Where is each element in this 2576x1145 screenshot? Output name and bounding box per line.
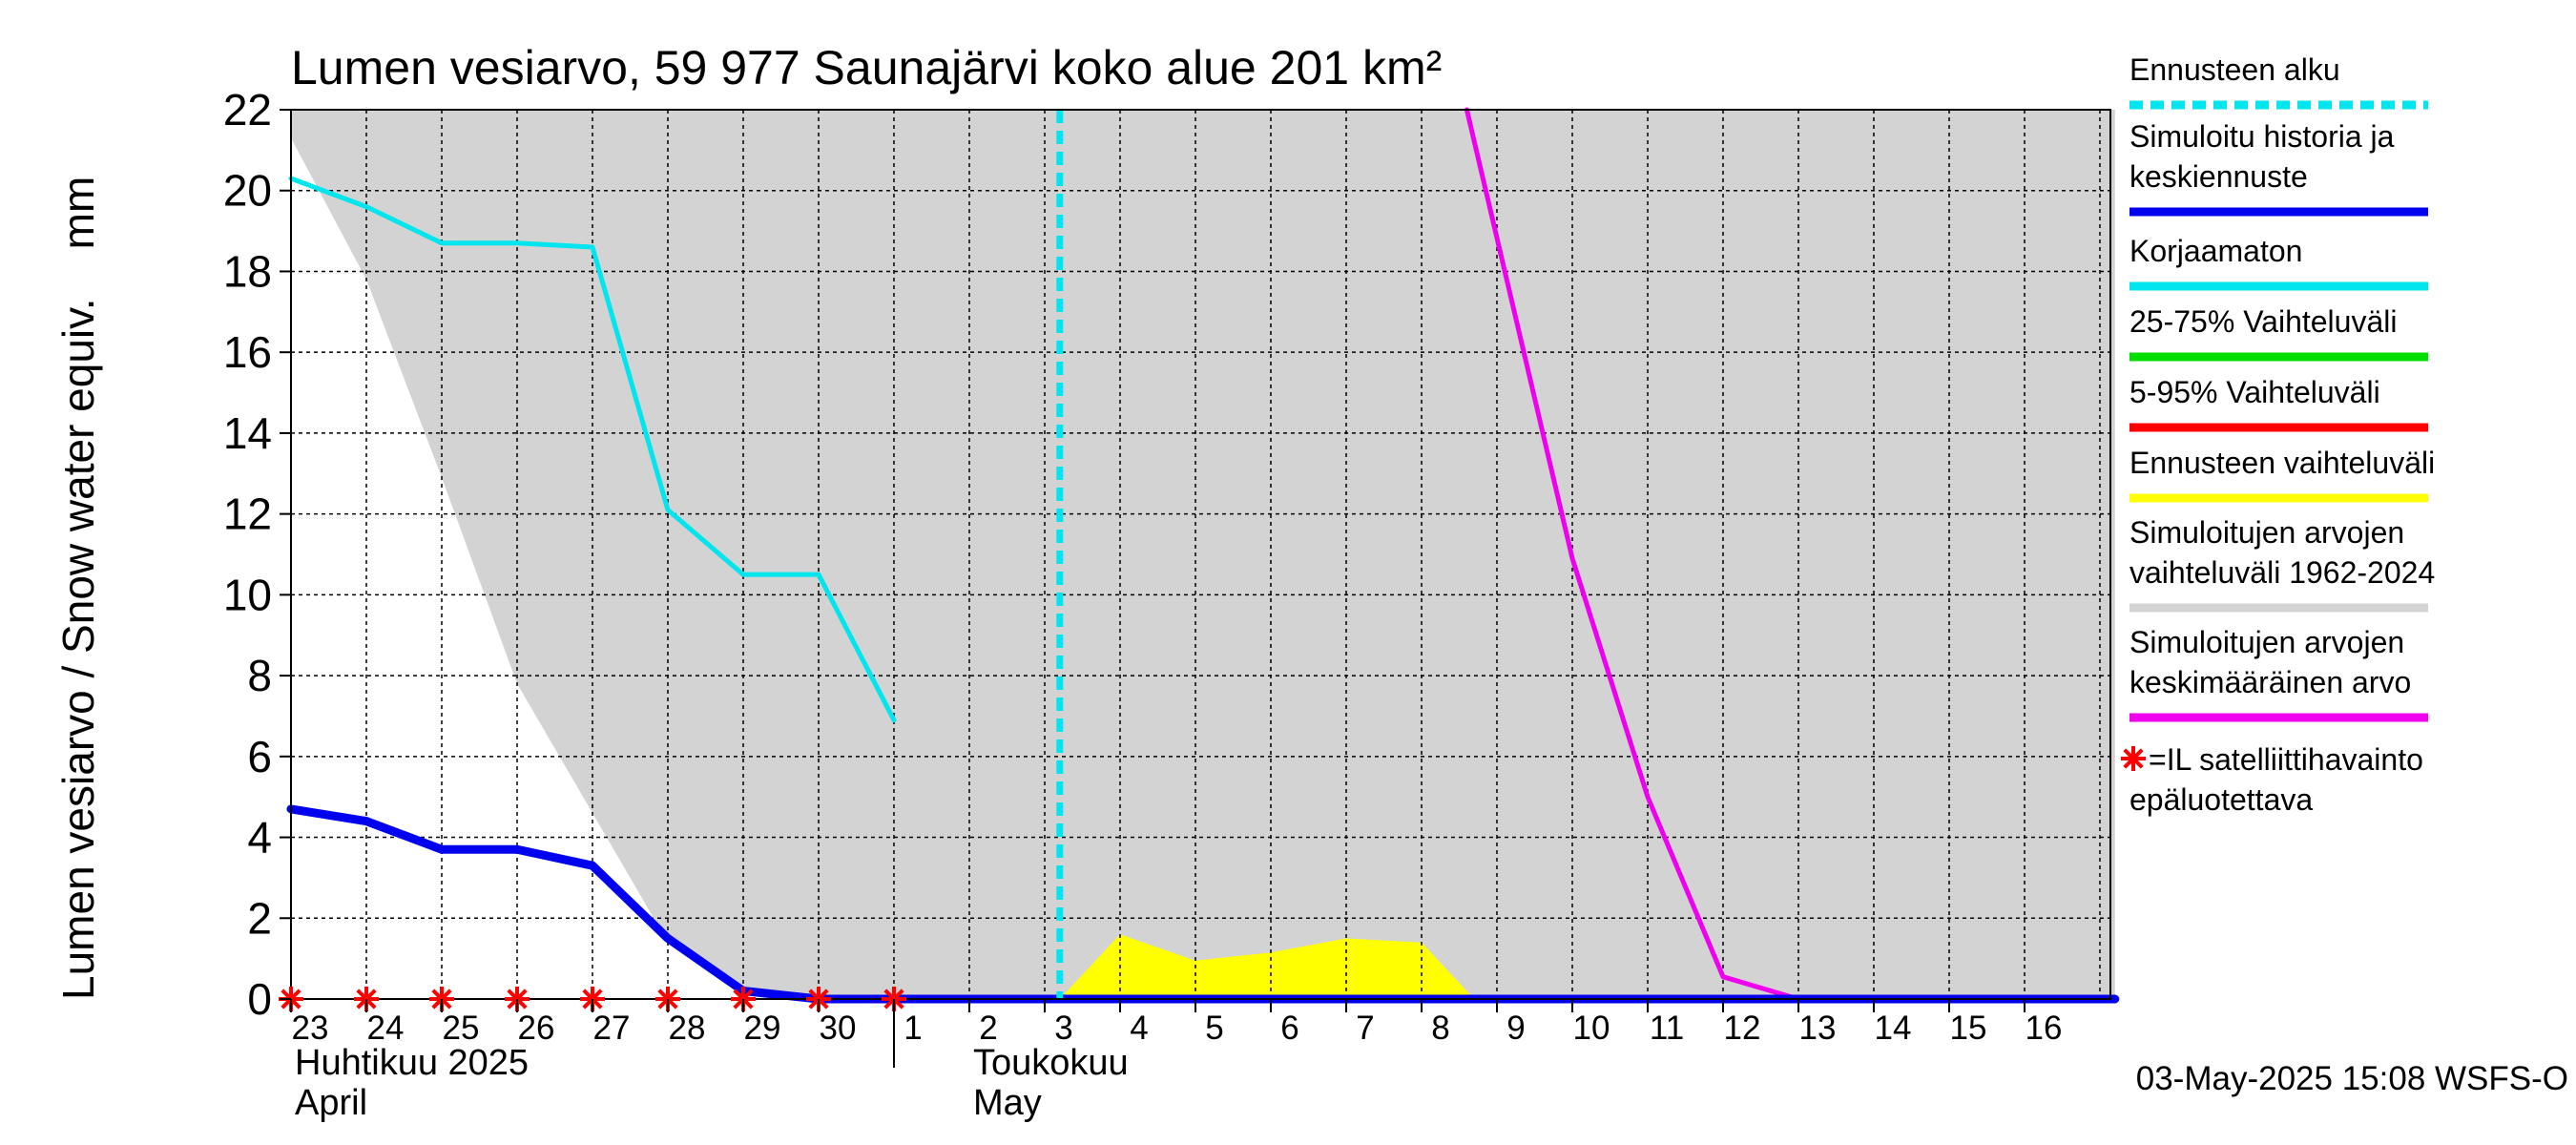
y-tick-label: 20 (223, 166, 272, 216)
y-tick-label: 14 (223, 408, 272, 458)
y-tick-label: 22 (223, 85, 272, 135)
x-tick-label: 8 (1431, 1010, 1449, 1047)
x-tick-label: 13 (1799, 1010, 1837, 1047)
legend-label: Ennusteen alku (2129, 52, 2340, 87)
y-tick-label: 6 (247, 732, 272, 781)
plot-frame (290, 109, 2111, 1000)
x-tick-label: 3 (1054, 1010, 1072, 1047)
x-tick-label: 24 (367, 1010, 405, 1047)
x-tick-label: 25 (443, 1010, 480, 1047)
x-tick-label: 2 (979, 1010, 997, 1047)
y-tick-label: 16 (223, 327, 272, 377)
band-historical-range (291, 110, 2115, 999)
x-tick-label: 7 (1356, 1010, 1374, 1047)
legend-item: Simuloitujen arvojen vaihteluväli 1962-20… (2129, 515, 2435, 613)
legend-item: Simuloitujen arvojen keskimääräinen arvo (2129, 625, 2428, 722)
y-tick-label: 4 (247, 813, 272, 863)
month-label-en: April (295, 1083, 367, 1123)
series-line-uncorrected (288, 176, 897, 723)
legend-item: Korjaamaton (2129, 234, 2428, 291)
timestamp: 03-May-2025 15:08 WSFS-O (2136, 1060, 2568, 1097)
x-tick-label: 11 (1650, 1010, 1684, 1047)
x-tick-label: 4 (1130, 1010, 1148, 1047)
legend-label: =IL satelliittihavainto (2149, 742, 2423, 777)
band-forecast-range (1059, 934, 1475, 999)
legend-label: Simuloitujen arvojen (2129, 625, 2404, 659)
legend-label: Simuloitu historia ja (2129, 119, 2395, 154)
y-tick-label: 12 (223, 489, 272, 539)
legend-label: Korjaamaton (2129, 234, 2302, 268)
y-tick-label: 10 (223, 570, 272, 619)
y-tick-label: 18 (223, 246, 272, 296)
x-tick-label: 28 (669, 1010, 706, 1047)
legend-item: 5-95% Vaihteluväli (2129, 375, 2428, 432)
x-tick-label: 15 (1950, 1010, 1987, 1047)
x-tick-label: 26 (518, 1010, 555, 1047)
x-tick-label: 29 (744, 1010, 781, 1047)
legend-label: keskiennuste (2129, 159, 2308, 194)
legend-marker-icon (2121, 746, 2146, 771)
chart-title: Lumen vesiarvo, 59 977 Saunajärvi koko a… (291, 41, 1442, 94)
x-tick-label: 30 (820, 1010, 857, 1047)
x-tick-label: 27 (593, 1010, 631, 1047)
legend-label: Simuloitujen arvojen (2129, 515, 2404, 550)
legend-label: epäluotettava (2129, 782, 2313, 817)
y-tick-label: 0 (247, 974, 272, 1024)
legend-item-satellite: =IL satelliittihavainto epäluotettava (2121, 742, 2423, 817)
legend-label: vaihteluväli 1962-2024 (2129, 555, 2435, 590)
x-tick-label: 1 (904, 1010, 922, 1047)
x-tick-label: 6 (1280, 1010, 1298, 1047)
x-tick-label: 23 (292, 1010, 329, 1047)
y-axis-label: Lumen vesiarvo / Snow water equiv. mm (53, 177, 103, 1000)
legend-item: Ennusteen vaihteluväli (2129, 446, 2435, 503)
month-label-fi: Huhtikuu 2025 (295, 1043, 529, 1083)
x-tick-label: 14 (1875, 1010, 1912, 1047)
series-line-simulated-history (286, 804, 2120, 1004)
legend-label: Ennusteen vaihteluväli (2129, 446, 2435, 480)
y-tick-label: 8 (247, 651, 272, 700)
legend-item: Simuloitu historia ja keskiennuste (2129, 119, 2428, 217)
y-tick-label: 2 (247, 893, 272, 943)
x-tick-label: 10 (1573, 1010, 1610, 1047)
legend-label: keskimääräinen arvo (2129, 665, 2411, 699)
legend-item: 25-75% Vaihteluväli (2129, 304, 2428, 362)
x-tick-label: 9 (1506, 1010, 1525, 1047)
x-tick-label: 5 (1205, 1010, 1223, 1047)
x-tick-label: 12 (1724, 1010, 1761, 1047)
x-tick-label: 16 (2025, 1010, 2063, 1047)
legend-item: Ennusteen alku (2129, 52, 2428, 110)
month-label-en: May (973, 1083, 1042, 1123)
legend-label: 5-95% Vaihteluväli (2129, 375, 2380, 409)
month-label-fi: Toukokuu (973, 1043, 1129, 1083)
legend-label: 25-75% Vaihteluväli (2129, 304, 2397, 339)
